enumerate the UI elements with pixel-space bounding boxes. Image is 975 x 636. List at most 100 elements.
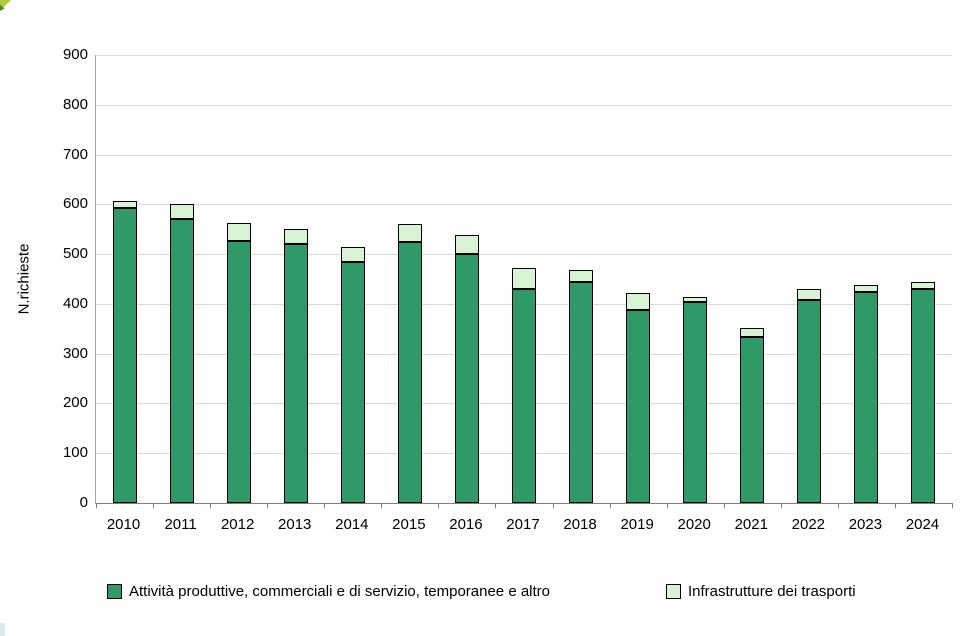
x-tick-label-2015: 2015 bbox=[392, 516, 426, 533]
bar-segment-infrastrutture-2019 bbox=[626, 293, 651, 310]
gridline bbox=[96, 204, 952, 206]
bar-2010 bbox=[112, 201, 137, 503]
legend-label-attivita-produttive: Attività produttive, commerciali e di se… bbox=[129, 583, 551, 600]
x-tick-label-2014: 2014 bbox=[335, 516, 369, 533]
x-axis-tick-mark bbox=[96, 503, 97, 508]
x-axis-tick-mark bbox=[267, 503, 269, 508]
bar-2022 bbox=[797, 289, 822, 503]
x-tick-label-2017: 2017 bbox=[506, 516, 540, 533]
bar-2021 bbox=[740, 328, 765, 503]
bar-2019 bbox=[626, 293, 651, 503]
y-tick-label-900: 900 bbox=[62, 46, 88, 63]
bar-2024 bbox=[911, 282, 936, 503]
bar-segment-infrastrutture-2023 bbox=[854, 285, 879, 292]
bar-segment-attivita-2015 bbox=[397, 242, 422, 503]
x-axis-tick-mark bbox=[438, 503, 440, 508]
gridline bbox=[96, 154, 952, 156]
bar-segment-infrastrutture-2024 bbox=[911, 282, 936, 289]
gridline bbox=[96, 254, 952, 256]
x-tick-label-2022: 2022 bbox=[791, 516, 826, 533]
bar-segment-attivita-2019 bbox=[626, 310, 651, 503]
legend-label-infrastrutture: Infrastrutture dei trasporti bbox=[688, 583, 856, 600]
x-axis-tick-mark bbox=[837, 503, 839, 508]
bar-2023 bbox=[854, 285, 879, 503]
bar-2013 bbox=[283, 229, 308, 503]
leaf-logo-icon bbox=[0, 0, 11, 11]
bar-segment-attivita-2018 bbox=[569, 282, 594, 503]
bar-segment-infrastrutture-2012 bbox=[226, 223, 251, 241]
y-tick-label-100: 100 bbox=[62, 444, 88, 462]
gridline bbox=[96, 55, 952, 56]
bar-segment-infrastrutture-2022 bbox=[797, 289, 822, 300]
bar-segment-attivita-2016 bbox=[454, 254, 479, 503]
y-tick-label-700: 700 bbox=[62, 145, 88, 163]
y-tick-label-500: 500 bbox=[62, 245, 88, 263]
bar-segment-attivita-2010 bbox=[112, 208, 137, 503]
bar-segment-attivita-2014 bbox=[340, 262, 365, 503]
bar-segment-infrastrutture-2017 bbox=[512, 268, 536, 289]
x-tick-label-2023: 2023 bbox=[848, 516, 883, 533]
x-tick-label-2020: 2020 bbox=[677, 516, 711, 533]
x-tick-label-2018: 2018 bbox=[563, 516, 597, 533]
y-axis-title: N.richieste bbox=[15, 243, 33, 315]
x-tick-label-2021: 2021 bbox=[734, 516, 768, 533]
bar-segment-attivita-2023 bbox=[854, 292, 879, 503]
x-tick-label-2013: 2013 bbox=[278, 516, 312, 533]
x-tick-label-2012: 2012 bbox=[220, 516, 255, 533]
x-tick-label-2011: 2011 bbox=[164, 516, 197, 533]
y-tick-label-300: 300 bbox=[62, 344, 88, 362]
bar-segment-infrastrutture-2015 bbox=[397, 224, 422, 242]
x-axis-tick-mark bbox=[666, 503, 668, 508]
bar-2017 bbox=[512, 268, 536, 503]
x-axis-tick-mark bbox=[552, 503, 554, 508]
bar-2015 bbox=[397, 224, 422, 503]
y-tick-label-800: 800 bbox=[62, 95, 88, 113]
y-tick-label-400: 400 bbox=[62, 294, 88, 312]
gridline bbox=[96, 104, 952, 106]
plot-area bbox=[95, 55, 953, 508]
bar-segment-infrastrutture-2016 bbox=[454, 235, 479, 254]
bar-2012 bbox=[226, 223, 251, 503]
bar-segment-attivita-2024 bbox=[911, 289, 936, 503]
bar-segment-attivita-2020 bbox=[683, 302, 708, 503]
bar-2016 bbox=[454, 235, 479, 503]
x-axis-tick-mark bbox=[894, 503, 896, 508]
y-tick-label-0: 0 bbox=[79, 494, 88, 511]
x-axis-tick-mark bbox=[495, 503, 497, 508]
bar-segment-attivita-2022 bbox=[797, 300, 822, 503]
bar-segment-attivita-2021 bbox=[740, 337, 765, 503]
bar-segment-infrastrutture-2013 bbox=[283, 229, 308, 244]
bar-segment-infrastrutture-2018 bbox=[569, 270, 594, 282]
x-axis-tick-mark bbox=[609, 503, 611, 508]
x-tick-label-2016: 2016 bbox=[449, 516, 483, 533]
y-tick-label-600: 600 bbox=[62, 195, 88, 213]
bar-segment-infrastrutture-2020 bbox=[683, 297, 708, 302]
x-axis-tick-mark bbox=[780, 503, 782, 508]
bar-2014 bbox=[340, 247, 365, 503]
x-axis-tick-mark bbox=[952, 503, 953, 508]
legend-item-attivita-produttive: Attività produttive, commerciali e di se… bbox=[107, 583, 550, 600]
bar-segment-infrastrutture-2021 bbox=[740, 328, 765, 337]
x-axis-tick-mark bbox=[324, 503, 326, 508]
bottom-left-mark bbox=[0, 623, 5, 636]
x-tick-label-2019: 2019 bbox=[620, 516, 654, 533]
bar-segment-infrastrutture-2011 bbox=[169, 204, 194, 219]
bar-segment-attivita-2011 bbox=[169, 219, 194, 503]
x-axis-tick-mark bbox=[210, 503, 212, 508]
bar-segment-attivita-2017 bbox=[512, 289, 536, 503]
bar-2018 bbox=[569, 270, 594, 503]
x-axis-tick-mark bbox=[381, 503, 383, 508]
legend-swatch-attivita-produttive bbox=[107, 584, 122, 599]
x-axis-tick-mark bbox=[723, 503, 725, 508]
x-axis-tick-mark bbox=[153, 503, 155, 508]
bar-2011 bbox=[169, 204, 194, 503]
bar-segment-infrastrutture-2014 bbox=[340, 247, 365, 262]
legend-swatch-infrastrutture bbox=[666, 584, 681, 599]
bar-segment-attivita-2012 bbox=[226, 241, 251, 503]
x-tick-label-2024: 2024 bbox=[905, 516, 940, 533]
y-tick-label-200: 200 bbox=[62, 394, 88, 412]
bar-2020 bbox=[683, 297, 708, 503]
legend-item-infrastrutture: Infrastrutture dei trasporti bbox=[666, 583, 856, 600]
bar-segment-infrastrutture-2010 bbox=[112, 201, 137, 208]
